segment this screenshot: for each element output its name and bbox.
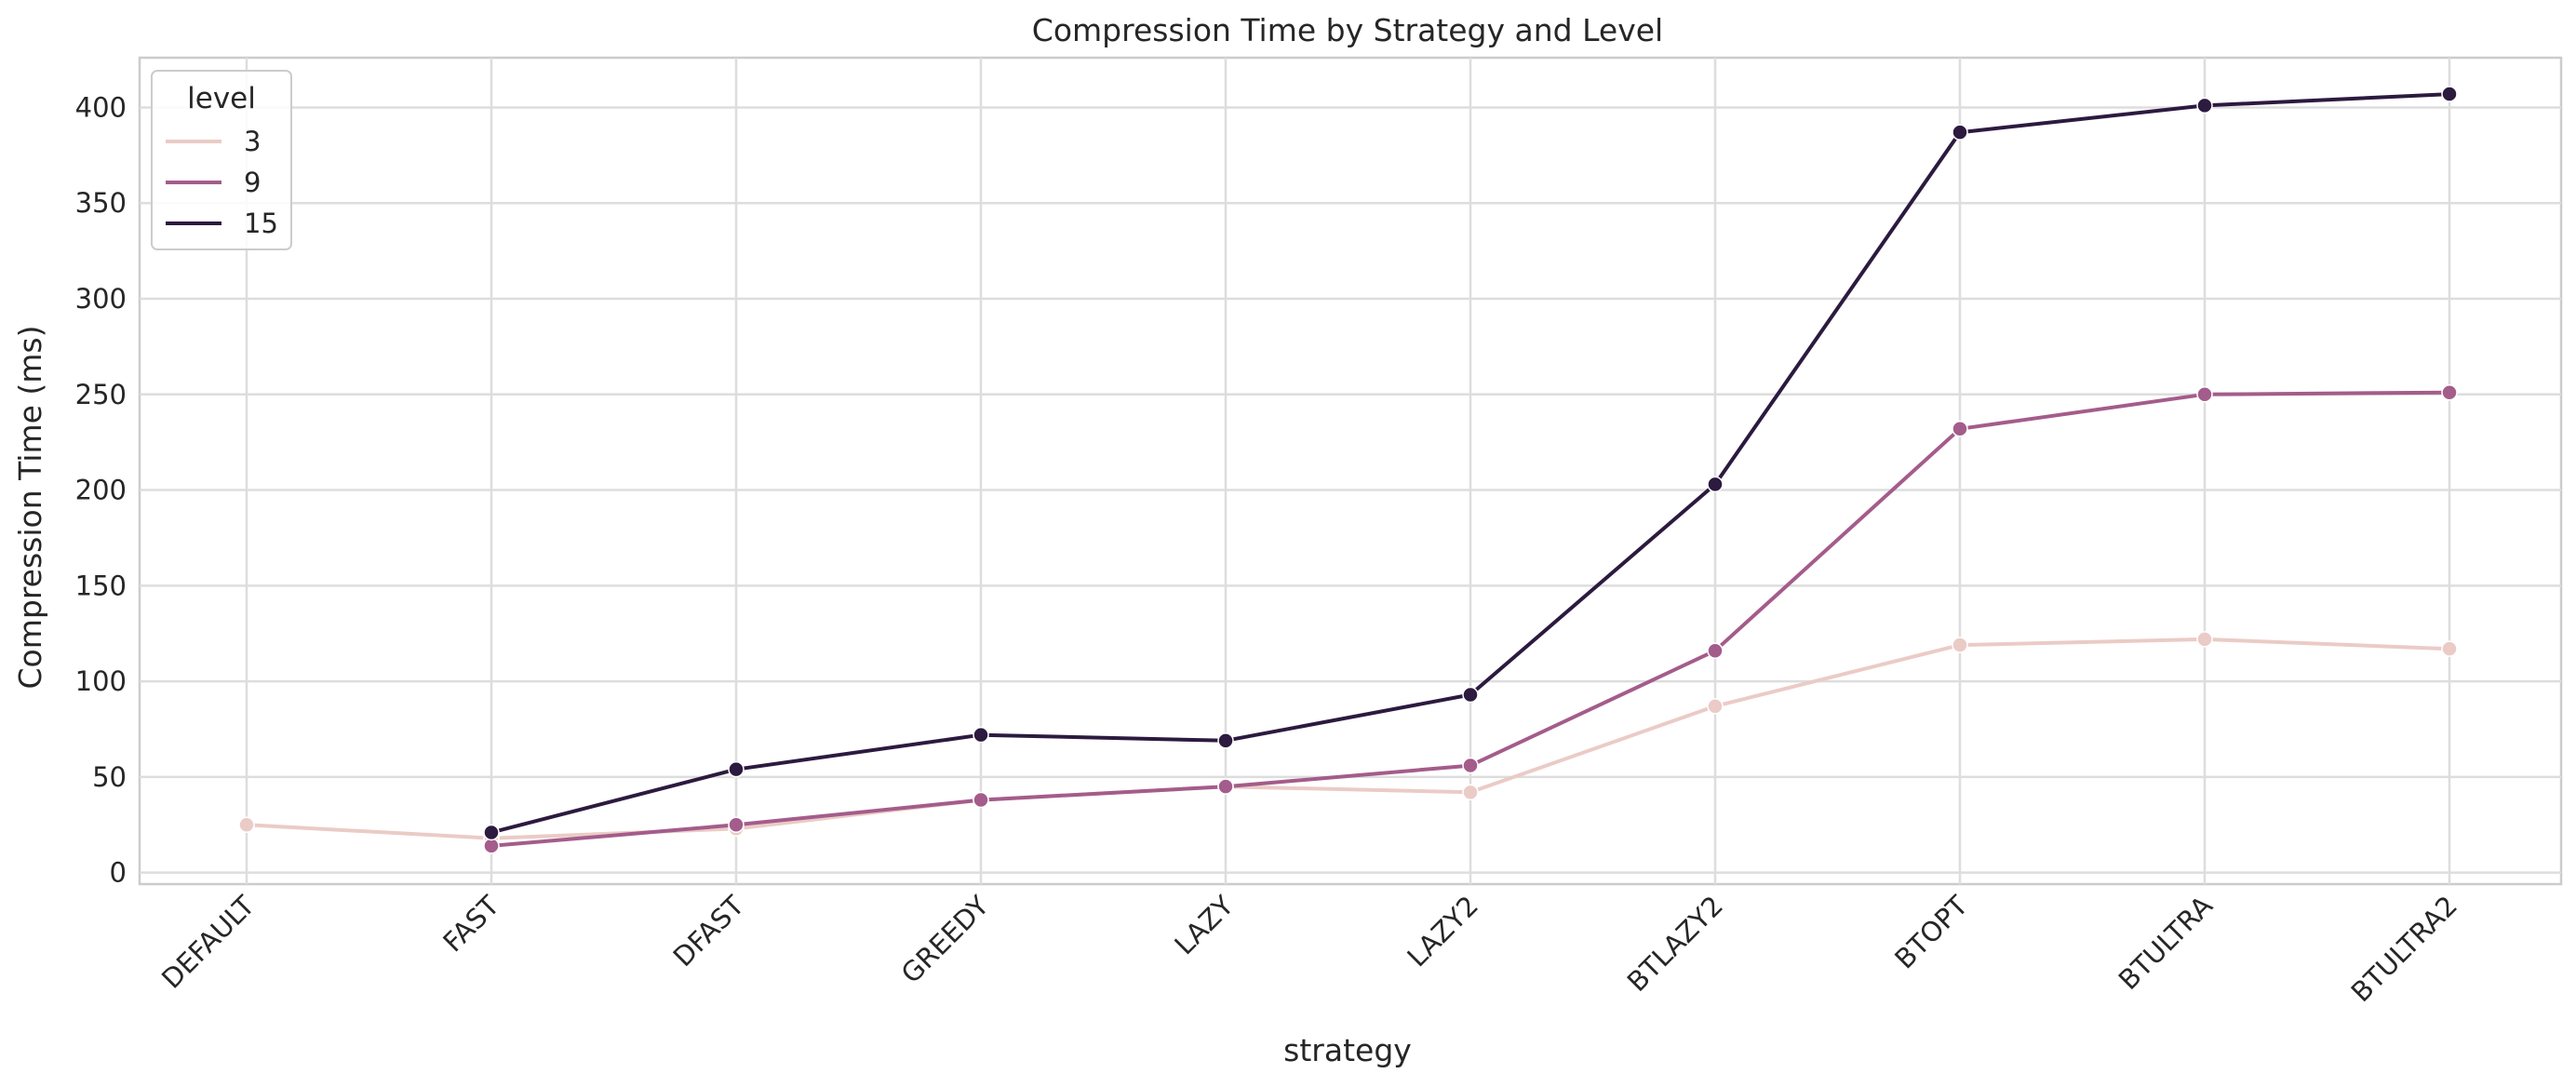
- y-tick-label: 0: [110, 857, 127, 889]
- y-tick-label: 150: [75, 570, 127, 601]
- y-axis-title: Compression Time (ms): [12, 326, 48, 690]
- data-point-level-15: [728, 760, 745, 778]
- y-tick-label: 350: [75, 187, 127, 219]
- legend-label-level-9: 9: [244, 167, 261, 198]
- data-point-level-3: [1952, 637, 1968, 653]
- y-tick-label: 100: [75, 665, 127, 697]
- data-point-level-15: [1462, 686, 1479, 704]
- x-tick-label: BTULTRA: [2113, 890, 2219, 996]
- y-tick-label: 400: [75, 91, 127, 123]
- data-point-level-9: [483, 838, 500, 854]
- data-point-level-15: [2441, 86, 2458, 102]
- legend: level 3 9 15: [151, 70, 292, 250]
- y-tick-label: 300: [75, 283, 127, 315]
- plot-frame: [138, 56, 2563, 886]
- data-point-level-15: [1707, 476, 1724, 493]
- legend-label-level-15: 15: [244, 208, 278, 239]
- x-tick-label: GREEDY: [895, 890, 995, 989]
- data-point-level-15: [2196, 97, 2213, 114]
- data-point-level-9: [973, 791, 989, 809]
- data-point-level-9: [728, 816, 745, 834]
- data-point-level-3: [1707, 698, 1724, 715]
- data-point-level-9: [1952, 421, 1968, 437]
- plot-area: [138, 56, 2563, 886]
- data-point-level-9: [2196, 386, 2213, 403]
- data-point-level-9: [1462, 757, 1479, 774]
- data-point-level-15: [1952, 124, 1968, 141]
- data-point-level-3: [2196, 631, 2213, 648]
- x-tick-label: BTULTRA2: [2345, 890, 2463, 1008]
- data-point-level-9: [1217, 778, 1234, 795]
- series-points: [238, 86, 2458, 854]
- series-line-level-3: [245, 637, 2451, 840]
- x-axis-title: strategy: [1283, 1032, 1412, 1068]
- legend-box: [151, 70, 292, 250]
- x-tick-label: BTOPT: [1888, 890, 1974, 975]
- data-point-level-15: [973, 726, 989, 744]
- x-tick-label: LAZY2: [1401, 890, 1484, 973]
- data-point-level-3: [1462, 784, 1479, 801]
- legend-title: level: [187, 82, 256, 115]
- data-point-level-9: [2441, 383, 2458, 401]
- x-tick-label: LAZY: [1168, 890, 1240, 961]
- x-tick-label: DEFAULT: [155, 890, 261, 995]
- legend-label-level-3: 3: [244, 126, 261, 157]
- data-point-level-9: [1707, 642, 1724, 659]
- data-point-level-15: [483, 824, 500, 841]
- y-tick-label: 250: [75, 379, 127, 410]
- data-point-level-15: [1217, 732, 1234, 749]
- y-tick-label: 200: [75, 475, 127, 506]
- chart-title: Compression Time by Strategy and Level: [1032, 12, 1663, 48]
- x-tick-label: DFAST: [667, 890, 751, 973]
- y-tick-label: 50: [92, 761, 127, 793]
- data-point-level-3: [2441, 640, 2458, 657]
- data-point-level-3: [238, 816, 255, 834]
- x-tick-label: FAST: [436, 890, 505, 959]
- legend-entries: 3 9 15: [166, 126, 278, 239]
- x-tick-label: BTLAZY2: [1621, 890, 1729, 998]
